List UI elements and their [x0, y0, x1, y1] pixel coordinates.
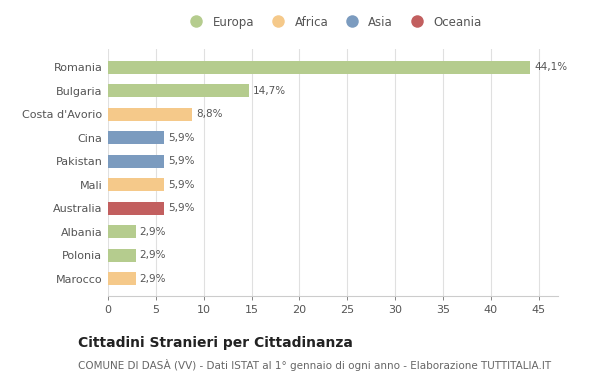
- Bar: [108, 131, 164, 144]
- Text: 5,9%: 5,9%: [169, 156, 195, 166]
- Text: 2,9%: 2,9%: [140, 274, 166, 284]
- Bar: [108, 155, 164, 168]
- Text: 5,9%: 5,9%: [169, 203, 195, 213]
- Text: 8,8%: 8,8%: [196, 109, 223, 119]
- Bar: [108, 249, 136, 262]
- Text: 44,1%: 44,1%: [534, 62, 567, 72]
- Bar: [108, 225, 136, 238]
- Text: 2,9%: 2,9%: [140, 227, 166, 237]
- Text: 2,9%: 2,9%: [140, 250, 166, 260]
- Text: 5,9%: 5,9%: [169, 180, 195, 190]
- Bar: [108, 108, 192, 120]
- Text: Cittadini Stranieri per Cittadinanza: Cittadini Stranieri per Cittadinanza: [78, 336, 353, 350]
- Bar: [108, 178, 164, 191]
- Text: COMUNE DI DASÀ (VV) - Dati ISTAT al 1° gennaio di ogni anno - Elaborazione TUTTI: COMUNE DI DASÀ (VV) - Dati ISTAT al 1° g…: [78, 359, 551, 371]
- Text: 14,7%: 14,7%: [253, 86, 286, 96]
- Legend: Europa, Africa, Asia, Oceania: Europa, Africa, Asia, Oceania: [180, 11, 486, 33]
- Bar: [108, 272, 136, 285]
- Bar: [108, 84, 249, 97]
- Bar: [108, 61, 530, 74]
- Text: 5,9%: 5,9%: [169, 133, 195, 142]
- Bar: [108, 202, 164, 215]
